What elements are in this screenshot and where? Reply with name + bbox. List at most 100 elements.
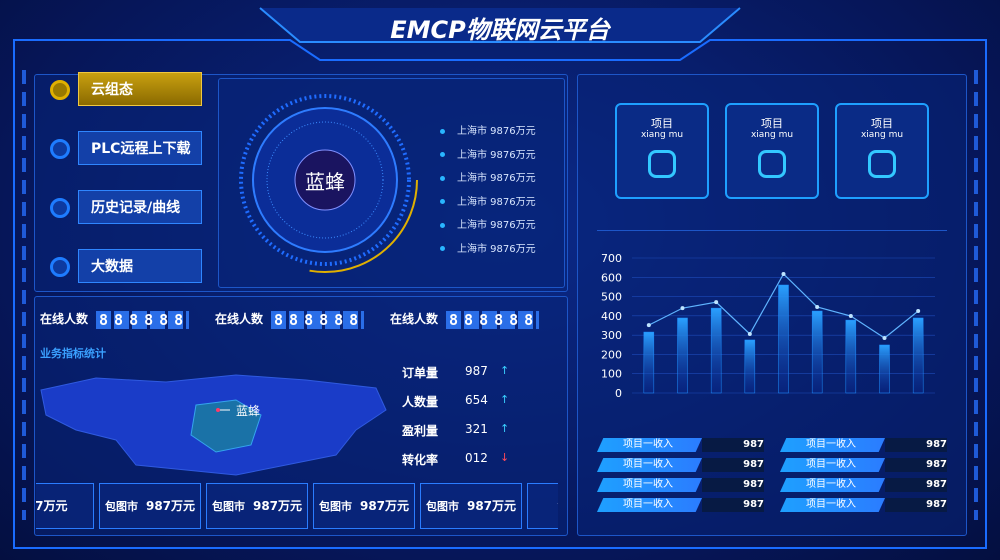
y-tick-label: 100 [601, 368, 622, 381]
y-tick-label: 200 [601, 348, 622, 361]
radar [232, 87, 418, 273]
ticker-item: 包图市 987万元 [420, 483, 522, 529]
ticker-item: 包图市 987万元 [206, 483, 308, 529]
ticker-value: 987万元 [252, 499, 303, 513]
menu-dot [50, 80, 70, 100]
income-label: 项目一收入 [780, 498, 885, 512]
online-count: 在线人数 888888 [390, 310, 540, 329]
ticker-city: 包图市 [558, 499, 559, 512]
ticker-city: 包图市 [104, 500, 138, 513]
income-value: 987 [702, 458, 764, 472]
ticker-item: 987万元 [36, 483, 94, 529]
city-item: 上海市 9876万元 [440, 122, 536, 137]
stat-value: 654 [465, 393, 488, 407]
ticker-city: 包图市 [425, 500, 459, 513]
line-point [781, 272, 786, 277]
online-label: 在线人数 [40, 312, 89, 326]
city-item: 上海市 9876万元 [440, 193, 536, 208]
online-digits: 888888 [96, 310, 190, 329]
icon-title: 项目 [651, 117, 673, 130]
ticker-city: 包图市 [318, 500, 352, 513]
stat-name: 转化率 [402, 453, 439, 467]
ticker: 987万元包图市987万元包图市987万元包图市987万元包图市987万元包图市 [36, 0, 558, 560]
city-item: 上海市 9876万元 [440, 240, 536, 255]
y-tick-label: 500 [601, 291, 622, 304]
y-tick-label: 400 [601, 310, 622, 323]
online-digits: 888888 [271, 310, 365, 329]
menu-item[interactable]: PLC远程上下载 [78, 131, 202, 165]
online-count: 在线人数 888888 [215, 310, 365, 329]
menu-item[interactable]: 大数据 [78, 249, 202, 283]
line-point [714, 300, 719, 305]
stat-name: 人数量 [402, 395, 439, 409]
income-label: 项目一收入 [780, 438, 885, 452]
city-item: 上海市 9876万元 [440, 169, 536, 184]
city-item: 上海市 9876万元 [440, 146, 536, 161]
stat-name: 盈利量 [402, 424, 439, 438]
map [40, 374, 387, 476]
chart: 0 100 200 300 400 500 600 700 [601, 252, 935, 400]
line-point [848, 314, 853, 319]
city-item: 上海市 9876万元 [440, 216, 536, 231]
bar [778, 284, 789, 394]
line-point [680, 306, 685, 311]
online-label: 在线人数 [215, 312, 264, 326]
stats-title: 业务指标统计 [40, 347, 106, 360]
stat-value: 321 [465, 422, 488, 436]
ticker-value: 987万元 [466, 499, 517, 513]
online-count: 在线人数 888888 [40, 310, 190, 329]
stat-name: 订单量 [402, 366, 439, 380]
bar [677, 317, 688, 394]
menu-dot [50, 139, 70, 159]
income-value: 987 [885, 458, 947, 472]
line-point [882, 336, 887, 341]
icon-card: 项目 xiang mu [615, 103, 709, 199]
menu-item[interactable]: 历史记录/曲线 [78, 190, 202, 224]
stat-trend: ↑ [500, 393, 510, 406]
income-value: 987 [885, 478, 947, 492]
center-label: 蓝蜂 [305, 170, 345, 194]
online-label: 在线人数 [390, 312, 439, 326]
y-tick-label: 0 [615, 387, 622, 400]
title: EMCP物联网云平台 [390, 16, 610, 44]
line-point [747, 331, 752, 336]
stat-trend: ↑ [500, 364, 510, 377]
ticker-item: 包图市 987万元 [99, 483, 201, 529]
icon-title: 项目 [761, 117, 783, 130]
line-point [815, 304, 820, 309]
ticker-value: 987万元 [359, 499, 410, 513]
bar [744, 339, 756, 394]
ticker-value: 987万元 [36, 499, 68, 513]
online-digits: 888888 [446, 310, 540, 329]
y-tick-label: 700 [601, 252, 622, 265]
icon-glyph [868, 150, 896, 178]
icon-pinyin: xiang mu [750, 130, 794, 140]
income-label: 项目一收入 [597, 458, 702, 472]
income-value: 987 [702, 438, 764, 452]
ticker-value: 987万元 [145, 499, 196, 513]
y-tick-label: 300 [601, 329, 622, 342]
income-label: 项目一收入 [780, 478, 885, 492]
ticker-item: 包图市 [527, 483, 558, 529]
icon-card: 项目 xiang mu [725, 103, 819, 199]
stat-trend: ↓ [500, 451, 510, 464]
menu-dot [50, 257, 70, 277]
stat-trend: ↑ [500, 422, 510, 435]
income-value: 987 [885, 438, 947, 452]
bar [879, 344, 890, 394]
icon-pinyin: xiang mu [860, 130, 904, 140]
bar [710, 307, 722, 394]
y-tick-label: 600 [601, 271, 622, 284]
income-value: 987 [885, 498, 947, 512]
income-value: 987 [702, 478, 764, 492]
menu-item[interactable]: 云组态 [78, 72, 202, 106]
icon-pinyin: xiang mu [640, 130, 684, 140]
bar [845, 319, 857, 394]
ticker-city: 包图市 [211, 500, 245, 513]
bar [912, 317, 924, 394]
stat-value: 012 [465, 451, 488, 465]
divider [597, 230, 947, 231]
income-value: 987 [702, 498, 764, 512]
